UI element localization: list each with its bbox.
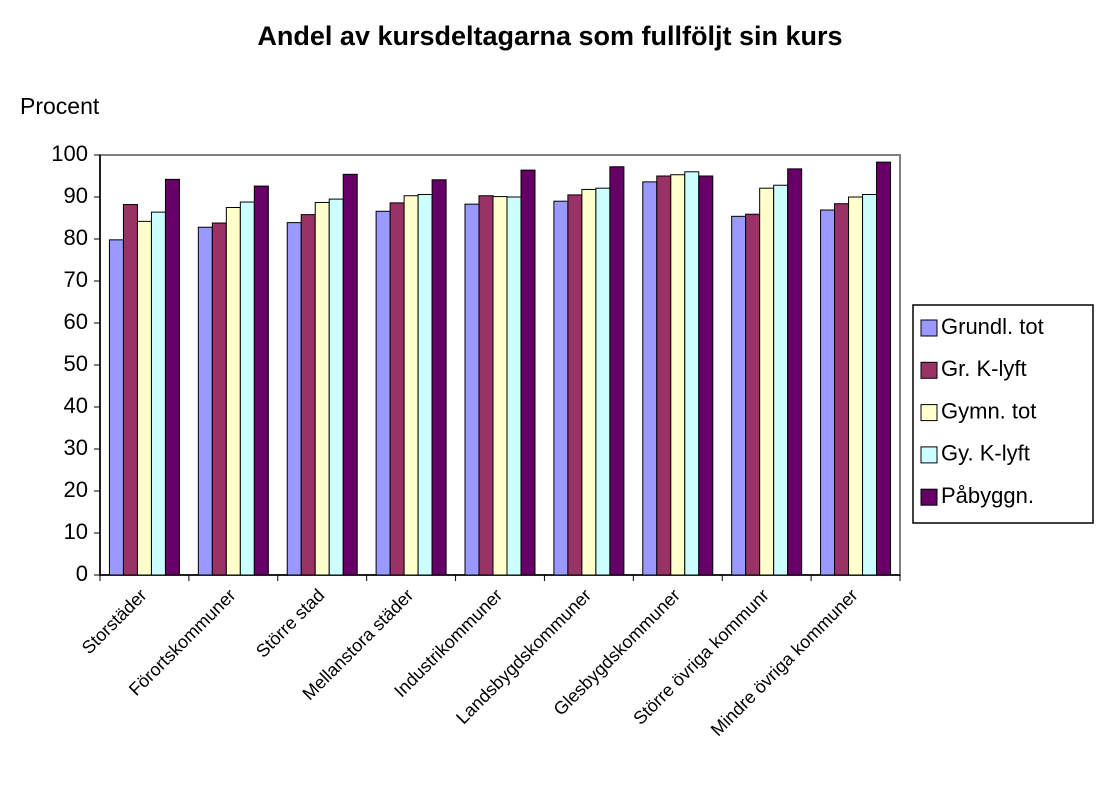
bar [492, 196, 508, 576]
legend-swatch [920, 361, 938, 379]
bar [342, 173, 358, 576]
bar [876, 161, 892, 576]
legend-swatch [920, 488, 938, 506]
bar [609, 166, 625, 576]
bar [389, 202, 405, 576]
y-tick-label: 80 [64, 225, 88, 250]
y-tick-label: 40 [64, 393, 88, 418]
bar [848, 196, 864, 576]
y-tick-label: 10 [64, 519, 88, 544]
y-tick-label: 100 [51, 141, 88, 166]
bar [567, 194, 583, 576]
bar [684, 171, 700, 576]
bar [862, 193, 878, 576]
bar [553, 200, 569, 576]
bar [478, 195, 494, 576]
bar [464, 203, 480, 576]
bar [431, 179, 447, 576]
legend-swatch [920, 319, 938, 337]
legend-label: Gr. K-lyft [941, 356, 1027, 381]
bar [108, 239, 124, 576]
x-tick-label: Större stad [252, 585, 328, 661]
bar [197, 226, 213, 576]
bar [834, 203, 850, 576]
bar [595, 187, 611, 576]
bar [773, 184, 789, 576]
bar [656, 175, 672, 576]
bar [136, 220, 152, 576]
y-tick-label: 60 [64, 309, 88, 334]
bar [506, 196, 522, 576]
legend-swatch [920, 446, 938, 464]
bar [253, 185, 269, 576]
bar [286, 222, 302, 576]
bar [211, 222, 227, 576]
bar [150, 211, 166, 576]
bar [375, 210, 391, 576]
bar [164, 178, 180, 576]
y-tick-label: 30 [64, 435, 88, 460]
bar [225, 207, 241, 576]
bar [300, 214, 316, 576]
bar [745, 213, 761, 576]
y-tick-label: 0 [76, 561, 88, 586]
bar [581, 188, 597, 576]
legend-label: Gy. K-lyft [941, 441, 1030, 466]
x-tick-label: Storstäder [78, 585, 151, 658]
bar [731, 215, 747, 576]
bar [820, 209, 836, 576]
legend-box [912, 304, 1094, 524]
legend-swatch [920, 404, 938, 422]
y-tick-label: 50 [64, 351, 88, 376]
bar [403, 195, 419, 576]
bar [417, 193, 433, 576]
bar [670, 174, 686, 576]
bar [759, 187, 775, 576]
bar [698, 175, 714, 576]
bar [122, 204, 138, 576]
y-tick-label: 20 [64, 477, 88, 502]
bar [787, 168, 803, 576]
y-tick-label: 90 [64, 183, 88, 208]
bar [314, 201, 330, 576]
bar [642, 181, 658, 576]
legend-label: Grundl. tot [941, 314, 1044, 339]
y-axis-label: Procent [20, 93, 100, 119]
legend-label: Gymn. tot [941, 398, 1036, 423]
bar [520, 169, 536, 576]
bar [239, 201, 255, 576]
bar [328, 198, 344, 576]
y-tick-label: 70 [64, 267, 88, 292]
x-tick-label: Mindre övriga kommuner [707, 585, 862, 740]
chart-title: Andel av kursdeltagarna som fullföljt si… [257, 21, 843, 51]
legend-label: Påbyggn. [941, 483, 1034, 508]
